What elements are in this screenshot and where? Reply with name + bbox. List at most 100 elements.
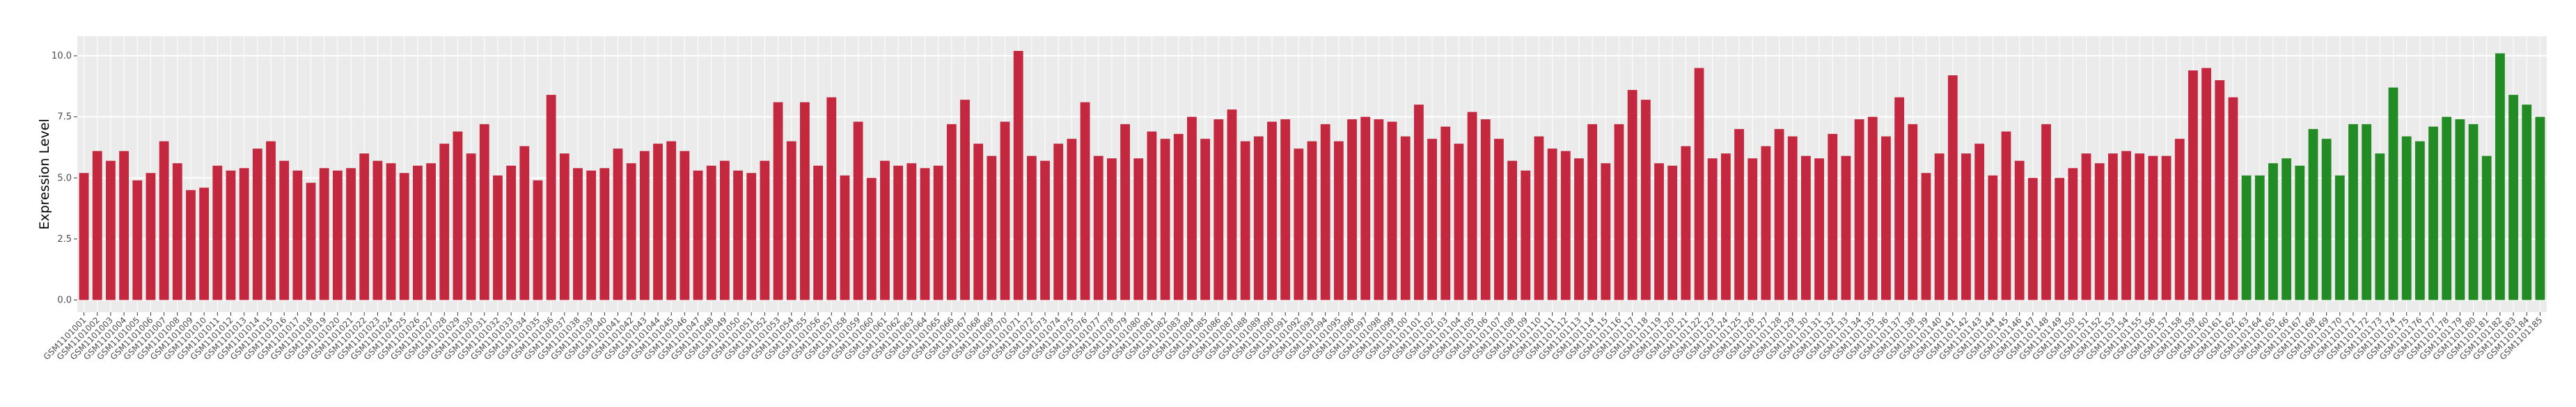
bar bbox=[106, 160, 116, 300]
bar bbox=[1841, 155, 1851, 300]
bar bbox=[786, 141, 796, 300]
bar bbox=[479, 124, 489, 300]
bar bbox=[813, 165, 824, 300]
bar bbox=[1774, 129, 1784, 300]
bar bbox=[1640, 100, 1651, 300]
bar bbox=[2455, 119, 2465, 300]
bar bbox=[1120, 124, 1130, 300]
bar bbox=[880, 160, 890, 300]
bar bbox=[1681, 146, 1691, 300]
bar bbox=[1294, 148, 1304, 300]
bar bbox=[946, 124, 957, 300]
bar bbox=[2308, 129, 2318, 300]
bar bbox=[599, 168, 610, 300]
y-tick-label: 2.5 bbox=[57, 234, 72, 245]
bar bbox=[2348, 124, 2358, 300]
bar bbox=[1147, 131, 1157, 300]
bar bbox=[252, 148, 262, 300]
bar bbox=[2055, 178, 2065, 300]
bar bbox=[573, 168, 583, 300]
bar bbox=[800, 102, 810, 300]
bar bbox=[1828, 134, 1838, 300]
bar bbox=[2295, 165, 2305, 300]
bar bbox=[2121, 151, 2131, 300]
bar bbox=[2148, 155, 2158, 300]
bar bbox=[1814, 158, 1824, 300]
bar bbox=[1387, 121, 1397, 300]
bar bbox=[853, 121, 863, 300]
bar bbox=[1160, 139, 1170, 300]
bar bbox=[1694, 68, 1704, 300]
bar bbox=[493, 175, 503, 300]
bar bbox=[1881, 136, 1891, 300]
bar bbox=[346, 168, 356, 300]
bar bbox=[1173, 134, 1184, 300]
bar bbox=[1748, 158, 1758, 300]
bar bbox=[1413, 105, 1424, 300]
y-tick-label: 7.5 bbox=[57, 112, 72, 123]
bar bbox=[1240, 141, 1250, 300]
bar bbox=[119, 151, 129, 300]
bar bbox=[199, 187, 210, 300]
bar bbox=[2201, 68, 2211, 300]
bar bbox=[1467, 112, 1477, 300]
bar bbox=[960, 100, 970, 300]
bar bbox=[2228, 97, 2238, 300]
bar bbox=[506, 165, 517, 300]
bar bbox=[132, 180, 143, 300]
bar bbox=[2268, 163, 2278, 300]
bar bbox=[1093, 155, 1104, 300]
bar bbox=[1787, 136, 1798, 300]
bar bbox=[146, 173, 156, 300]
bar bbox=[653, 144, 663, 300]
bar bbox=[426, 163, 436, 300]
bar bbox=[1587, 124, 1598, 300]
bar bbox=[2468, 124, 2479, 300]
bar bbox=[533, 180, 543, 300]
bar bbox=[372, 160, 383, 300]
bar bbox=[680, 151, 690, 300]
bar bbox=[1574, 158, 1584, 300]
bar bbox=[2254, 175, 2265, 300]
bar bbox=[2014, 160, 2025, 300]
bar bbox=[2107, 153, 2118, 300]
bar bbox=[2081, 153, 2091, 300]
bar bbox=[1947, 75, 1958, 300]
bar bbox=[413, 165, 423, 300]
y-tick-label: 0.0 bbox=[57, 295, 72, 305]
bar bbox=[2401, 136, 2412, 300]
bar bbox=[1026, 155, 1037, 300]
bar bbox=[172, 163, 182, 300]
bar bbox=[79, 173, 89, 300]
bar bbox=[613, 148, 623, 300]
bar bbox=[266, 141, 276, 300]
bar bbox=[2362, 124, 2372, 300]
bar bbox=[920, 168, 930, 300]
bar bbox=[1734, 129, 1744, 300]
bar bbox=[159, 141, 169, 300]
bar bbox=[2094, 163, 2105, 300]
bar bbox=[319, 168, 329, 300]
bar bbox=[1320, 124, 1330, 300]
bar bbox=[987, 155, 997, 300]
bar bbox=[359, 153, 370, 300]
bar bbox=[1053, 144, 1064, 300]
bar bbox=[399, 173, 409, 300]
bar bbox=[2068, 168, 2078, 300]
bar bbox=[1333, 141, 1344, 300]
bar bbox=[1200, 139, 1211, 300]
bar bbox=[2535, 116, 2545, 300]
bar bbox=[1800, 155, 1811, 300]
bar bbox=[1761, 146, 1771, 300]
bar bbox=[453, 131, 463, 300]
bar bbox=[1854, 119, 1864, 300]
bar bbox=[1040, 160, 1050, 300]
bar bbox=[719, 160, 730, 300]
y-tick-label: 10.0 bbox=[52, 51, 72, 61]
bar bbox=[2161, 155, 2171, 300]
bar bbox=[239, 168, 249, 300]
bar bbox=[1534, 136, 1544, 300]
bar bbox=[1107, 158, 1117, 300]
bar bbox=[1601, 163, 1611, 300]
bar bbox=[559, 153, 570, 300]
